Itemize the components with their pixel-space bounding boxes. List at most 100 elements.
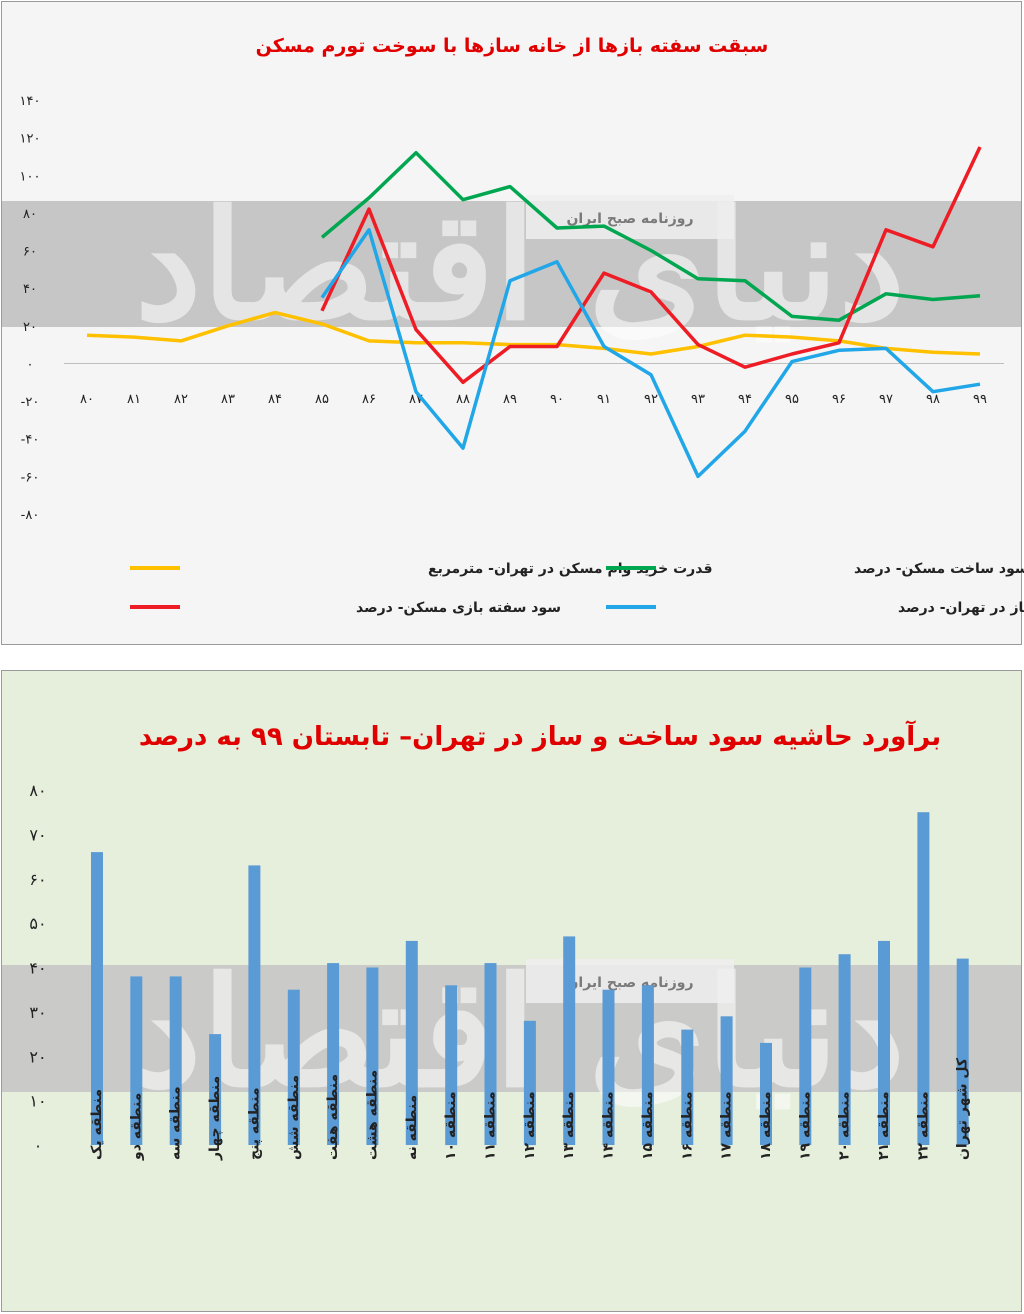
bar	[91, 852, 103, 1145]
y-tick-label: -۴۰	[21, 433, 40, 448]
x-tick-label: ۹۰	[550, 392, 564, 407]
watermark-tag-box	[526, 959, 734, 1003]
x-tick-label: ۸۵	[315, 392, 329, 407]
x-tick-label: ۹۹	[973, 392, 987, 407]
bar	[563, 936, 576, 1145]
bar	[484, 963, 497, 1145]
bar	[366, 967, 379, 1145]
y-tick-label: ۲۰	[23, 320, 37, 335]
bar	[248, 865, 261, 1145]
bar	[209, 1034, 222, 1145]
bar	[602, 989, 615, 1145]
bar	[523, 1020, 536, 1146]
x-category-label: منطقه ۱۵	[640, 1091, 656, 1160]
x-category-label: منطقه ۱۷	[719, 1091, 735, 1160]
line-series	[86, 146, 982, 479]
legend-label-purchasing-power: قدرت خرید وام مسکن در تهران- مترمربع	[428, 561, 712, 577]
x-tick-label: ۹۵	[785, 392, 799, 407]
y-tick-label: ۰	[34, 1136, 43, 1155]
watermark-tagline: روزنامه صبح ایران	[566, 211, 693, 227]
x-tick-label: ۸۶	[362, 392, 376, 407]
y-tick-label: -۲۰	[21, 395, 40, 410]
bar	[287, 989, 300, 1145]
y-tick-label: ۶۰	[23, 245, 37, 260]
bar	[641, 985, 654, 1146]
x-category-label: منطقه یک	[89, 1089, 105, 1160]
y-tick-label: ۴۰	[29, 959, 46, 978]
x-category-label: منطقه هشت	[364, 1070, 380, 1160]
x-tick-label: ۹۴	[738, 392, 752, 407]
bar	[130, 976, 143, 1145]
bar	[917, 812, 930, 1145]
x-category-label: منطقه سه	[168, 1086, 184, 1160]
y-tick-label: -۸۰	[21, 508, 40, 523]
bar-chart-title: برآورد حاشیه سود ساخت و ساز در تهران– تا…	[139, 720, 941, 752]
x-tick-label: ۸۳	[221, 392, 235, 407]
x-category-label: منطقه ۲۰	[837, 1091, 853, 1160]
y-tick-label: ۳۰	[29, 1003, 46, 1022]
x-tick-label: ۸۸	[456, 392, 470, 407]
x-tick-label: ۸۰	[80, 392, 94, 407]
watermark-brand: دنیای اقتصاد	[135, 178, 905, 354]
x-tick-label: ۸۹	[503, 392, 517, 407]
bar	[327, 963, 340, 1145]
legend-label-profit-margin: حاشیه سود ساخت مسکن- درصد	[854, 561, 1024, 577]
x-axis-labels: منطقه یک منطقه دو منطقه سه منطقه چهار منطقه …	[89, 1057, 971, 1161]
bar	[878, 940, 890, 1145]
line-chart-title: سبقت سفته بازها از خانه سازها با سوخت تو…	[256, 35, 769, 57]
bar	[760, 1042, 772, 1145]
bar	[799, 967, 812, 1145]
y-tick-label: ۴۰	[23, 282, 37, 297]
y-tick-label: -۶۰	[21, 470, 40, 485]
bar	[956, 958, 969, 1145]
x-tick-label: ۸۱	[127, 392, 141, 407]
y-tick-label: ۱۰۰	[20, 169, 41, 184]
series-line-0	[86, 310, 981, 356]
line-chart: دنیای اقتصاد روزنامه صبح ایران سبقت سفته…	[2, 35, 1024, 616]
x-category-label: منطقه هفت	[325, 1074, 341, 1160]
x-category-label: منطقه چهار	[207, 1076, 223, 1161]
y-tick-label: ۸۰	[29, 781, 46, 800]
y-tick-label: ۷۰	[29, 825, 46, 844]
x-category-label: منطقه ۱۰	[443, 1091, 459, 1160]
y-tick-label: ۰	[27, 357, 34, 372]
x-category-label: منطقه ۲۲	[915, 1091, 931, 1160]
x-axis-ticks: ۸۰ ۸۱ ۸۲ ۸۳ ۸۴ ۸۵ ۸۶ ۸۷ ۸۸ ۸۹ ۹۰ ۹۱ ۹۲ ۹۳ ۹۴ ۹۵ ۹۶ ۹۷ ۹۸ ۹۹	[80, 392, 987, 407]
legend-label-speculation-profit: سود سفته بازی مسکن- درصد	[356, 600, 561, 616]
legend: قدرت خرید وام مسکن در تهران- مترمربع حاش…	[130, 561, 1024, 616]
y-tick-label: ۱۲۰	[20, 132, 41, 147]
bar	[720, 1016, 733, 1145]
bar	[169, 976, 182, 1145]
series-line-2	[320, 146, 982, 385]
x-category-label: منطقه ۱۸	[758, 1091, 774, 1160]
x-tick-label: ۹۱	[597, 392, 611, 407]
bar	[445, 985, 458, 1146]
x-category-label: منطقه شش	[286, 1075, 302, 1160]
x-category-label: کل شهر تهران	[955, 1057, 971, 1160]
x-category-label: منطقه ۱۶	[679, 1091, 695, 1160]
x-category-label: منطقه ۱۲	[522, 1091, 538, 1160]
bar	[681, 1029, 694, 1145]
x-category-label: منطقه ۱۹	[797, 1091, 813, 1160]
y-axis-ticks: ۱۴۰ ۱۲۰ ۱۰۰ ۸۰ ۶۰ ۴۰ ۲۰ ۰ -۲۰ -۴۰ -۶۰ -۸۰	[20, 94, 41, 523]
y-tick-label: ۵۰	[29, 914, 46, 933]
x-tick-label: ۸۴	[268, 392, 282, 407]
y-tick-label: ۸۰	[23, 207, 37, 222]
y-axis-ticks: ۸۰ ۷۰ ۶۰ ۵۰ ۴۰ ۳۰ ۲۰ ۱۰ ۰	[29, 781, 46, 1155]
x-category-label: منطقه ۱۳	[561, 1091, 577, 1160]
x-category-label: منطقه ۱۱	[483, 1091, 499, 1160]
x-category-label: منطقه ۲۱	[876, 1091, 892, 1160]
series-line-1	[320, 150, 981, 322]
bar	[405, 940, 418, 1145]
x-tick-label: ۹۸	[926, 392, 940, 407]
y-tick-label: ۱۰	[29, 1092, 46, 1111]
bar	[838, 954, 851, 1145]
watermark-brand: دنیای اقتصاد	[135, 945, 905, 1121]
x-tick-label: ۹۲	[644, 392, 658, 407]
watermark-tag-box	[526, 195, 734, 239]
watermark-tagline: روزنامه صبح ایران	[566, 975, 693, 991]
x-tick-label: ۹۳	[691, 392, 705, 407]
y-tick-label: ۱۴۰	[20, 94, 41, 109]
x-tick-label: ۸۲	[174, 392, 188, 407]
